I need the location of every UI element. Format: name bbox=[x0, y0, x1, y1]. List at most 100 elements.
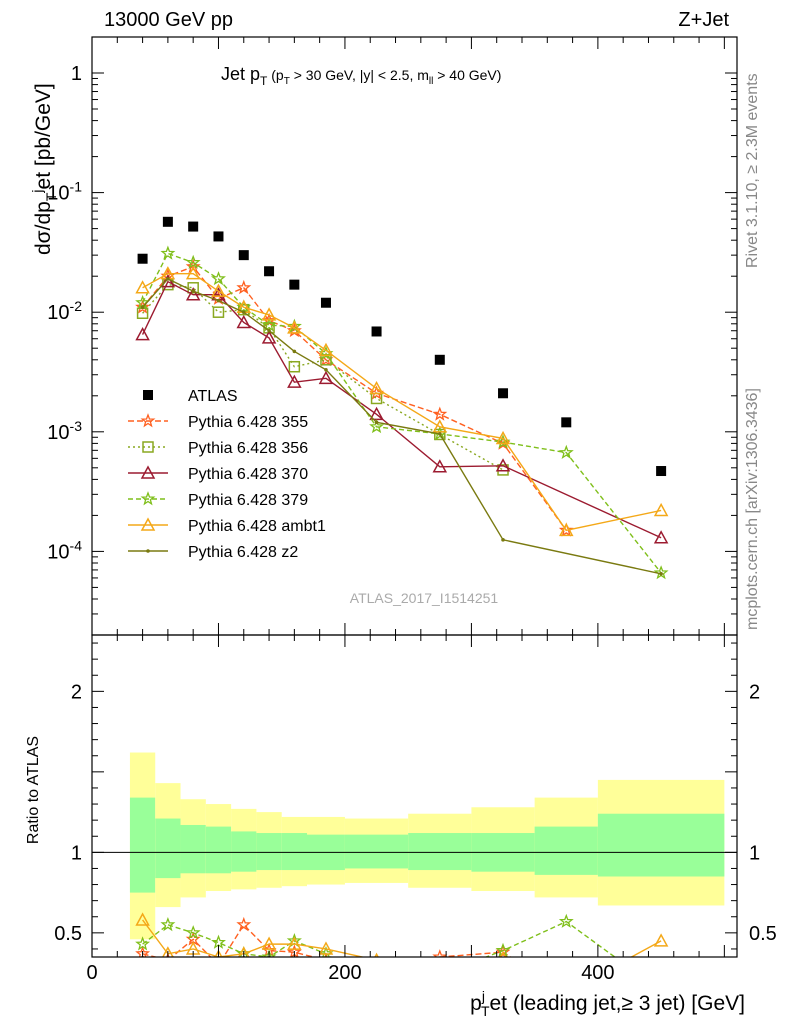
atlas-data-point bbox=[656, 466, 667, 477]
atlas-data-point bbox=[434, 354, 445, 365]
mc-data-point bbox=[369, 380, 384, 395]
mc-data-point bbox=[212, 306, 225, 318]
series-line bbox=[141, 280, 662, 539]
legend-entry: Pythia 6.428 355 bbox=[128, 413, 308, 431]
y-tick-label: 10-1 bbox=[47, 179, 82, 205]
ratio-plot-frame bbox=[91, 634, 738, 958]
mc-data-point bbox=[160, 274, 176, 288]
ratio-point bbox=[237, 946, 250, 957]
y-tick-label: 1 bbox=[71, 63, 82, 85]
ratio-band-inner bbox=[155, 818, 181, 879]
legend-label: Pythia 6.428 z2 bbox=[188, 544, 298, 561]
legend-label: Pythia 6.428 379 bbox=[188, 492, 308, 509]
ratio-band-inner bbox=[281, 833, 307, 871]
ratio-band-inner bbox=[180, 824, 206, 874]
mc-data-point bbox=[185, 266, 201, 280]
analysis-id-label: ATLAS_2017_I1514251 bbox=[350, 590, 499, 606]
ratio-band-inner bbox=[231, 831, 257, 872]
mc-data-point bbox=[318, 370, 334, 385]
legend-label: Pythia 6.428 356 bbox=[188, 440, 308, 457]
legend-entry: Pythia 6.428 z2 bbox=[128, 544, 298, 561]
series-line bbox=[142, 278, 662, 575]
mc-data-point bbox=[160, 245, 176, 260]
mc-data-point bbox=[236, 314, 252, 329]
mc-data-point bbox=[287, 374, 302, 388]
legend-entry: Pythia 6.428 ambt1 bbox=[128, 517, 326, 535]
y-tick-label: 10-2 bbox=[47, 298, 82, 324]
legend-marker bbox=[140, 465, 156, 479]
legend-label: ATLAS bbox=[188, 388, 238, 405]
legend-marker bbox=[140, 491, 156, 506]
x-tick-label: 400 bbox=[581, 962, 614, 984]
mc-data-point bbox=[292, 349, 297, 354]
mc-data-point bbox=[558, 522, 574, 537]
mc-data-point bbox=[653, 502, 669, 517]
legend-label: Pythia 6.428 ambt1 bbox=[188, 518, 326, 535]
ratio-point bbox=[213, 959, 224, 970]
mc-data-point bbox=[432, 419, 448, 433]
ratio-point bbox=[261, 936, 277, 950]
legend-entry: Pythia 6.428 356 bbox=[128, 440, 308, 457]
ratio-point bbox=[236, 916, 252, 932]
x-tick-label: 0 bbox=[86, 962, 97, 984]
mc-data-point bbox=[287, 320, 302, 334]
mc-data-point bbox=[369, 419, 385, 434]
ratio-point bbox=[558, 913, 574, 928]
header-right-label: Z+Jet bbox=[678, 9, 729, 31]
ratio-point bbox=[261, 949, 277, 957]
mcplots-source-label: mcplots.cern.ch [arXiv:1306.3436] bbox=[744, 388, 761, 630]
legend-marker bbox=[140, 413, 156, 428]
mc-data-point bbox=[185, 254, 201, 269]
ratio-point bbox=[161, 946, 174, 957]
mc-data-point bbox=[261, 330, 277, 344]
mc-data-point bbox=[185, 287, 201, 301]
atlas-data-point bbox=[289, 279, 300, 290]
mc-data-point bbox=[324, 367, 328, 372]
legend: ATLAS Pythia 6.428 355 Pythia 6.428 356 Pyt… bbox=[128, 388, 326, 561]
ratio-y-tick-label: 0.5 bbox=[54, 923, 82, 945]
ratio-y-tick-label-right: 1 bbox=[749, 842, 760, 864]
x-axis-label: pj Tet (leading jet,≥ 3 jet) [GeV] bbox=[470, 988, 745, 1019]
ratio-point bbox=[287, 936, 302, 950]
mc-data-point bbox=[135, 327, 150, 341]
mc-data-point bbox=[374, 420, 379, 425]
ratio-band-inner bbox=[205, 826, 232, 874]
ratio-point bbox=[185, 925, 201, 940]
y-tick-label: 10-3 bbox=[47, 418, 82, 444]
ratio-uncertainty-bands bbox=[92, 752, 737, 940]
main-series-group bbox=[135, 216, 669, 580]
ratio-point bbox=[374, 952, 379, 957]
mc-data-point bbox=[166, 277, 170, 281]
main-y-axis-label: dσ/dpTjet [pb/GeV] bbox=[29, 83, 59, 255]
atlas-data-point bbox=[137, 253, 148, 264]
ratio-series-line bbox=[142, 919, 662, 957]
rivet-version-label: Rivet 3.1.10, ≥ 2.3M events bbox=[744, 73, 761, 268]
ratio-band-inner bbox=[256, 833, 282, 871]
ratio-series-group bbox=[135, 912, 669, 980]
axes-group: 0 200 400 10-4 10-3 10-2 10-1 1 0.5 0.5 1 1 2 2 bbox=[47, 36, 777, 984]
mc-data-point bbox=[135, 294, 151, 310]
mc-data-point bbox=[288, 360, 301, 373]
ratio-point bbox=[318, 941, 334, 955]
mc-data-point bbox=[558, 444, 574, 460]
ratio-point bbox=[434, 969, 445, 980]
mc-data-point bbox=[495, 430, 511, 445]
mc-data-point bbox=[501, 538, 505, 542]
ratio-point bbox=[653, 933, 669, 947]
ratio-point bbox=[135, 912, 150, 926]
ratio-y-axis-label: Ratio to ATLAS bbox=[25, 736, 42, 844]
atlas-data-point bbox=[188, 221, 199, 232]
mc-data-point bbox=[267, 328, 271, 333]
legend-marker bbox=[142, 441, 154, 453]
ratio-point bbox=[135, 936, 151, 951]
mc-data-point bbox=[261, 317, 277, 332]
mc-data-point bbox=[236, 279, 252, 295]
ratio-y-tick-label-right: 0.5 bbox=[749, 923, 777, 945]
mc-data-point bbox=[653, 530, 669, 544]
ratio-y-tick-label: 1 bbox=[71, 842, 82, 864]
atlas-data-point bbox=[213, 231, 224, 242]
header-left-label: 13000 GeV pp bbox=[104, 9, 233, 31]
ratio-band-inner bbox=[129, 797, 156, 893]
ratio-band-inner bbox=[408, 833, 472, 871]
